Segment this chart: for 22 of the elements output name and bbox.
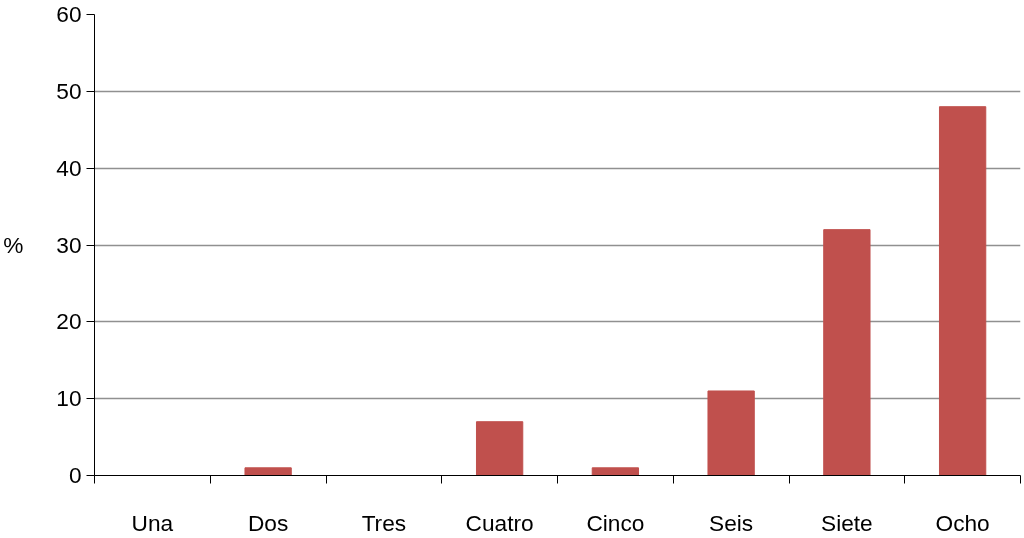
- y-tick-label: 40: [56, 154, 82, 181]
- bar: [244, 467, 292, 476]
- x-tick-label: Siete: [821, 509, 873, 536]
- x-tick-label: Seis: [709, 509, 754, 536]
- x-tick-label: Cinco: [586, 509, 645, 536]
- y-axis-title: %: [3, 232, 24, 258]
- y-tick-label: 0: [68, 462, 82, 488]
- x-tick-label: Dos: [247, 509, 289, 536]
- y-tick-label: 20: [56, 308, 82, 335]
- x-tick-label: Tres: [361, 509, 407, 536]
- bar: [707, 390, 755, 476]
- bar: [591, 467, 640, 476]
- y-tick-label: 60: [56, 1, 82, 27]
- y-tick-label: 50: [56, 77, 82, 104]
- x-tick-label: Cuatro: [465, 509, 534, 536]
- y-tick-label: 10: [56, 385, 82, 412]
- x-tick-label: Ocho: [935, 509, 990, 536]
- bar: [475, 421, 524, 476]
- bar: [823, 229, 871, 476]
- bar: [938, 106, 987, 476]
- x-tick-label: Una: [131, 509, 174, 536]
- y-tick-label: 30: [56, 231, 82, 258]
